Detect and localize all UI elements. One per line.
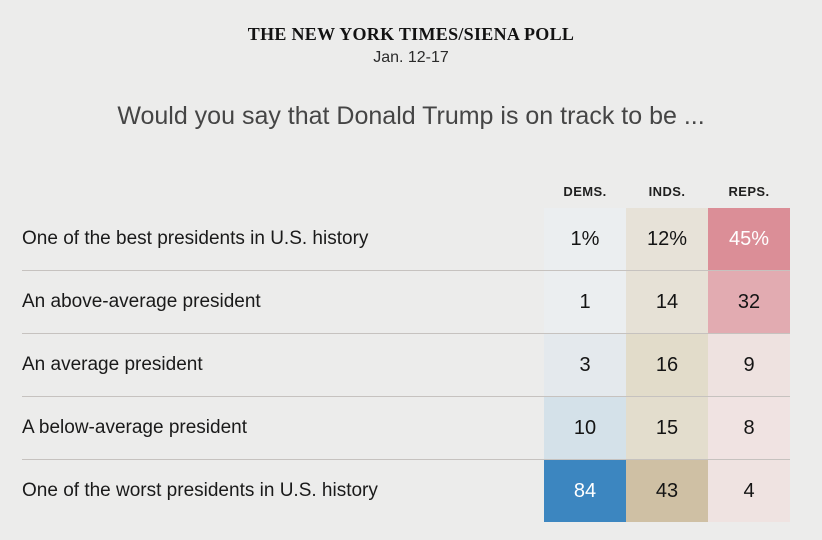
table-cell-reps: 8 [708,397,790,459]
poll-card: THE NEW YORK TIMES/SIENA POLL Jan. 12-17… [0,0,822,522]
table-cell-inds: 14 [626,271,708,333]
table-cell-reps: 32 [708,271,790,333]
table-cell-dems: 10 [544,397,626,459]
poll-source-title: THE NEW YORK TIMES/SIENA POLL [247,24,575,44]
table-row: An average president 3 16 9 [22,333,790,396]
masthead: THE NEW YORK TIMES/SIENA POLL Jan. 12-17 [0,0,822,69]
table-cell-inds: 15 [626,397,708,459]
poll-question: Would you say that Donald Trump is on tr… [117,102,705,130]
table-cell-dems: 84 [544,460,626,522]
table-cell-inds: 12% [626,208,708,270]
row-label: An above-average president [22,291,261,312]
row-label: One of the worst presidents in U.S. hist… [22,480,378,501]
table-cell-reps: 9 [708,334,790,396]
table-cell-dems: 1 [544,271,626,333]
table-row: A below-average president 10 15 8 [22,396,790,459]
column-header-dems: DEMS. [563,184,607,199]
table-row: One of the worst presidents in U.S. hist… [22,459,790,522]
table-header-row: DEMS. INDS. REPS. [22,165,790,208]
table-row: An above-average president 1 14 32 [22,270,790,333]
column-header-inds: INDS. [648,184,686,199]
column-header-reps: REPS. [728,184,770,199]
table-cell-dems: 1% [544,208,626,270]
poll-table: DEMS. INDS. REPS. One of the best presid… [22,165,790,522]
table-cell-dems: 3 [544,334,626,396]
row-label: One of the best presidents in U.S. histo… [22,228,369,249]
table-cell-inds: 43 [626,460,708,522]
row-label: A below-average president [22,417,247,438]
poll-date-range: Jan. 12-17 [373,49,449,66]
table-cell-reps: 4 [708,460,790,522]
table-body: One of the best presidents in U.S. histo… [22,208,790,522]
row-label: An average president [22,354,203,375]
table-row: One of the best presidents in U.S. histo… [22,208,790,270]
table-cell-reps: 45% [708,208,790,270]
table-cell-inds: 16 [626,334,708,396]
